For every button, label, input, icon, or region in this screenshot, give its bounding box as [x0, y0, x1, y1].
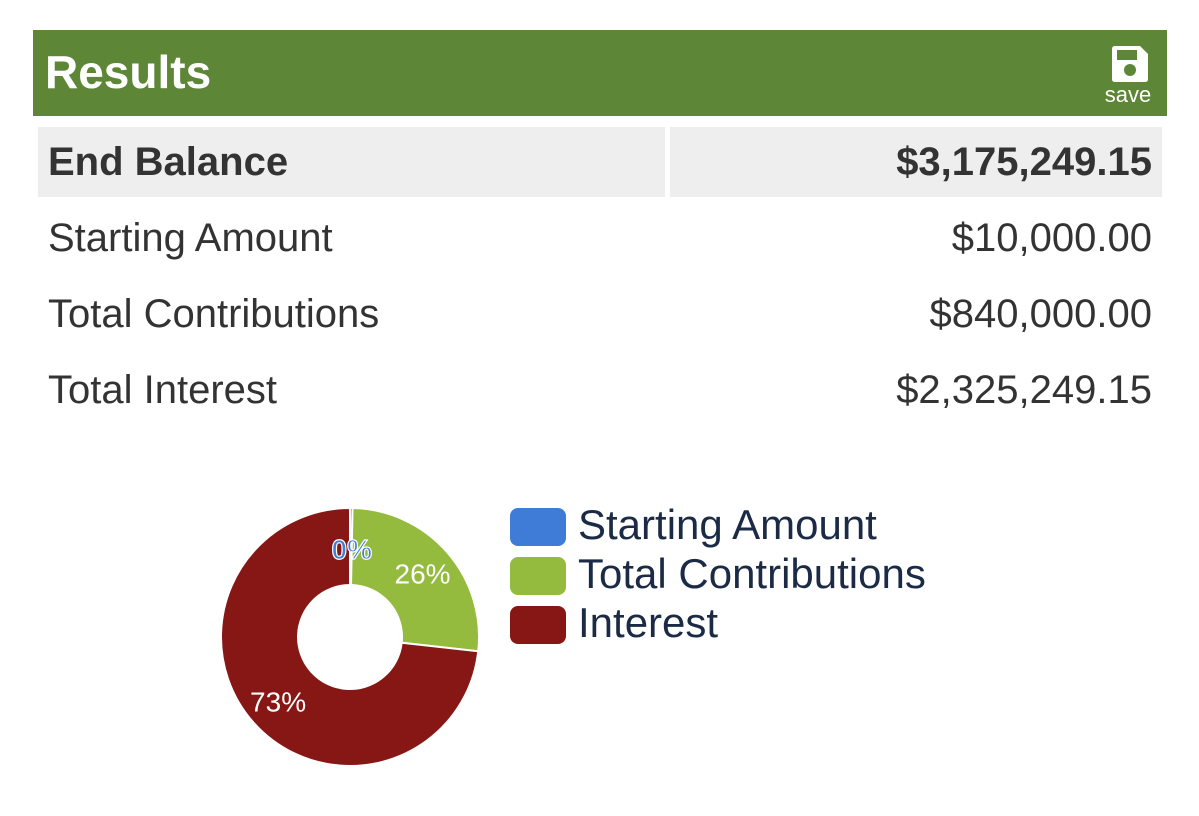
legend-label: Starting Amount	[578, 501, 877, 548]
donut-slice-label: 26%	[395, 558, 451, 589]
legend-swatch	[510, 508, 566, 546]
results-header: Results save	[33, 30, 1167, 116]
result-row-value: $10,000.00	[951, 216, 1152, 260]
end-balance-value: $3,175,249.15	[896, 140, 1152, 184]
result-row-label: Total Contributions	[48, 292, 380, 336]
balance-breakdown-donut-chart: 0% 26% 73%	[220, 506, 480, 767]
result-row-value: $840,000.00	[929, 292, 1152, 336]
donut-slice-interest[interactable]	[220, 506, 480, 767]
donut-slice-label: 0%	[332, 534, 373, 565]
end-balance-row: End Balance $3,175,249.15	[38, 127, 1162, 197]
end-balance-value-cell	[670, 127, 1162, 197]
result-row-value: $2,325,249.15	[896, 368, 1152, 412]
result-row-total-interest: Total Interest $2,325,249.15	[38, 355, 1162, 425]
donut-slice-label: 73%	[250, 686, 306, 717]
legend-label: Interest	[578, 599, 719, 646]
legend-swatch	[510, 557, 566, 595]
donut-slice-total-contributions[interactable]	[350, 507, 480, 653]
end-balance-label-cell	[38, 127, 665, 197]
result-row-label: Starting Amount	[48, 216, 333, 260]
legend-label: Total Contributions	[578, 550, 926, 597]
results-title: Results	[45, 46, 212, 98]
end-balance-label: End Balance	[48, 140, 289, 184]
result-row-total-contributions: Total Contributions $840,000.00	[38, 279, 1162, 349]
result-row-starting-amount: Starting Amount $10,000.00	[38, 203, 1162, 273]
save-button[interactable]: save	[1099, 46, 1157, 110]
legend-swatch	[510, 606, 566, 644]
result-row-label: Total Interest	[48, 368, 278, 412]
floppy-disk-icon	[1112, 46, 1148, 82]
save-label: save	[1104, 82, 1152, 107]
